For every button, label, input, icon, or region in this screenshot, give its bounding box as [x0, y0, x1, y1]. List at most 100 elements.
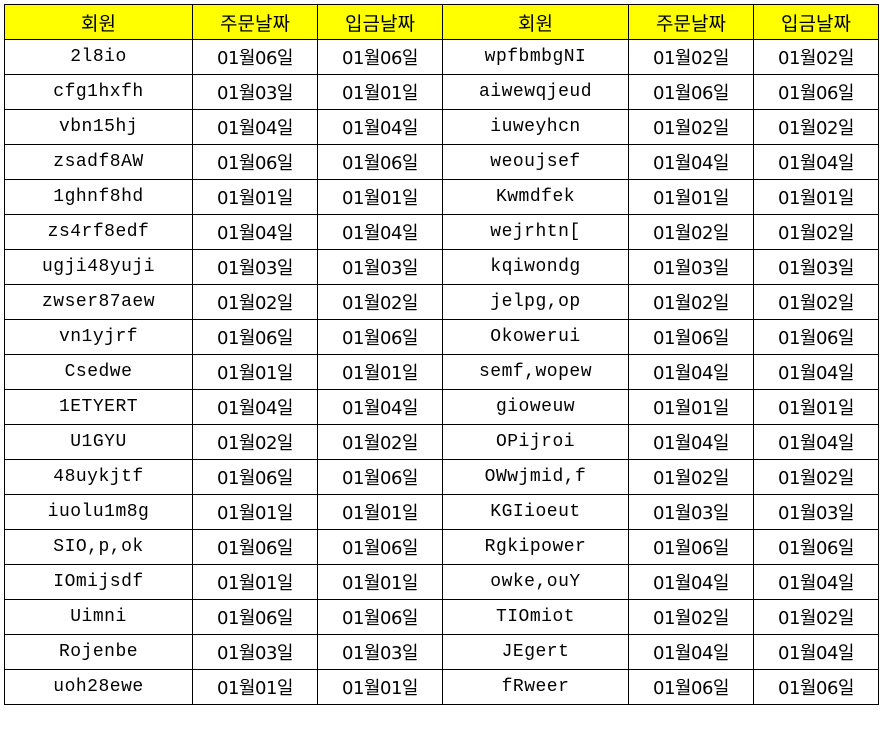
payment-date-cell[interactable]: 01월03일 [317, 249, 443, 285]
payment-date-cell[interactable]: 01월04일 [753, 354, 879, 390]
order-date-cell[interactable]: 01월06일 [628, 669, 754, 705]
payment-date-cell[interactable]: 01월06일 [317, 319, 443, 355]
payment-date-cell[interactable]: 01월02일 [753, 459, 879, 495]
payment-date-cell[interactable]: 01월02일 [753, 39, 879, 75]
order-date-cell[interactable]: 01월01일 [192, 494, 318, 530]
payment-date-cell[interactable]: 01월03일 [753, 494, 879, 530]
order-date-cell[interactable]: 01월02일 [192, 284, 318, 320]
order-date-cell[interactable]: 01월02일 [628, 599, 754, 635]
payment-date-cell[interactable]: 01월04일 [317, 389, 443, 425]
order-date-cell[interactable]: 01월02일 [628, 459, 754, 495]
payment-date-cell[interactable]: 01월04일 [753, 564, 879, 600]
order-date-cell[interactable]: 01월06일 [628, 319, 754, 355]
order-date-cell[interactable]: 01월02일 [628, 214, 754, 250]
payment-date-cell[interactable]: 01월06일 [317, 459, 443, 495]
payment-date-cell[interactable]: 01월01일 [317, 179, 443, 215]
member-cell[interactable]: iuweyhcn [442, 109, 629, 145]
order-date-cell[interactable]: 01월04일 [628, 564, 754, 600]
payment-date-cell[interactable]: 01월02일 [753, 109, 879, 145]
member-cell[interactable]: weoujsef [442, 144, 629, 180]
member-cell[interactable]: zwser87aew [4, 284, 193, 320]
order-date-cell[interactable]: 01월06일 [192, 599, 318, 635]
order-date-cell[interactable]: 01월03일 [628, 249, 754, 285]
payment-date-cell[interactable]: 01월04일 [753, 634, 879, 670]
payment-date-cell[interactable]: 01월02일 [317, 284, 443, 320]
order-date-cell[interactable]: 01월06일 [192, 459, 318, 495]
order-date-cell[interactable]: 01월02일 [192, 424, 318, 460]
member-cell[interactable]: Rojenbe [4, 634, 193, 670]
order-date-cell[interactable]: 01월04일 [628, 634, 754, 670]
order-date-cell[interactable]: 01월03일 [192, 74, 318, 110]
payment-date-cell[interactable]: 01월01일 [317, 354, 443, 390]
member-cell[interactable]: vn1yjrf [4, 319, 193, 355]
payment-date-cell[interactable]: 01월01일 [317, 494, 443, 530]
payment-date-cell[interactable]: 01월01일 [753, 179, 879, 215]
member-cell[interactable]: wejrhtn[ [442, 214, 629, 250]
payment-date-cell[interactable]: 01월01일 [317, 74, 443, 110]
member-cell[interactable]: Rgkipower [442, 529, 629, 565]
member-cell[interactable]: uoh28ewe [4, 669, 193, 705]
order-date-cell[interactable]: 01월04일 [628, 144, 754, 180]
member-cell[interactable]: TIOmiot [442, 599, 629, 635]
order-date-cell[interactable]: 01월04일 [628, 354, 754, 390]
payment-date-cell[interactable]: 01월06일 [317, 144, 443, 180]
order-date-cell[interactable]: 01월01일 [192, 179, 318, 215]
member-cell[interactable]: zsadf8AW [4, 144, 193, 180]
payment-date-cell[interactable]: 01월04일 [317, 214, 443, 250]
payment-date-cell[interactable]: 01월06일 [317, 39, 443, 75]
member-cell[interactable]: Okowerui [442, 319, 629, 355]
order-date-cell[interactable]: 01월04일 [192, 109, 318, 145]
order-date-cell[interactable]: 01월06일 [192, 529, 318, 565]
member-cell[interactable]: Uimni [4, 599, 193, 635]
payment-date-cell[interactable]: 01월04일 [317, 109, 443, 145]
member-cell[interactable]: owke,ouY [442, 564, 629, 600]
order-date-cell[interactable]: 01월02일 [628, 39, 754, 75]
header-member[interactable]: 회원 [442, 4, 629, 40]
member-cell[interactable]: fRweer [442, 669, 629, 705]
member-cell[interactable]: SIO,p,ok [4, 529, 193, 565]
payment-date-cell[interactable]: 01월06일 [753, 669, 879, 705]
payment-date-cell[interactable]: 01월03일 [317, 634, 443, 670]
payment-date-cell[interactable]: 01월06일 [317, 529, 443, 565]
member-cell[interactable]: zs4rf8edf [4, 214, 193, 250]
payment-date-cell[interactable]: 01월04일 [753, 144, 879, 180]
order-date-cell[interactable]: 01월01일 [192, 354, 318, 390]
order-date-cell[interactable]: 01월02일 [628, 109, 754, 145]
member-cell[interactable]: 1ghnf8hd [4, 179, 193, 215]
order-date-cell[interactable]: 01월06일 [192, 144, 318, 180]
payment-date-cell[interactable]: 01월01일 [317, 564, 443, 600]
member-cell[interactable]: semf,wopew [442, 354, 629, 390]
member-cell[interactable]: Kwmdfek [442, 179, 629, 215]
order-date-cell[interactable]: 01월06일 [628, 74, 754, 110]
payment-date-cell[interactable]: 01월06일 [753, 74, 879, 110]
order-date-cell[interactable]: 01월01일 [628, 179, 754, 215]
member-cell[interactable]: JEgert [442, 634, 629, 670]
member-cell[interactable]: IOmijsdf [4, 564, 193, 600]
payment-date-cell[interactable]: 01월06일 [753, 319, 879, 355]
header-order-date[interactable]: 주문날짜 [628, 4, 754, 40]
member-cell[interactable]: U1GYU [4, 424, 193, 460]
payment-date-cell[interactable]: 01월04일 [753, 424, 879, 460]
order-date-cell[interactable]: 01월01일 [192, 564, 318, 600]
order-date-cell[interactable]: 01월03일 [192, 249, 318, 285]
payment-date-cell[interactable]: 01월02일 [753, 599, 879, 635]
member-cell[interactable]: aiwewqjeud [442, 74, 629, 110]
payment-date-cell[interactable]: 01월02일 [753, 284, 879, 320]
order-date-cell[interactable]: 01월01일 [628, 389, 754, 425]
payment-date-cell[interactable]: 01월06일 [317, 599, 443, 635]
member-cell[interactable]: wpfbmbgNI [442, 39, 629, 75]
order-date-cell[interactable]: 01월02일 [628, 284, 754, 320]
member-cell[interactable]: Csedwe [4, 354, 193, 390]
order-date-cell[interactable]: 01월04일 [192, 214, 318, 250]
member-cell[interactable]: jelpg,op [442, 284, 629, 320]
order-date-cell[interactable]: 01월06일 [628, 529, 754, 565]
member-cell[interactable]: iuolu1m8g [4, 494, 193, 530]
payment-date-cell[interactable]: 01월01일 [753, 389, 879, 425]
order-date-cell[interactable]: 01월06일 [192, 319, 318, 355]
member-cell[interactable]: 48uykjtf [4, 459, 193, 495]
member-cell[interactable]: 1ETYERT [4, 389, 193, 425]
payment-date-cell[interactable]: 01월02일 [753, 214, 879, 250]
payment-date-cell[interactable]: 01월06일 [753, 529, 879, 565]
member-cell[interactable]: cfg1hxfh [4, 74, 193, 110]
order-date-cell[interactable]: 01월06일 [192, 39, 318, 75]
